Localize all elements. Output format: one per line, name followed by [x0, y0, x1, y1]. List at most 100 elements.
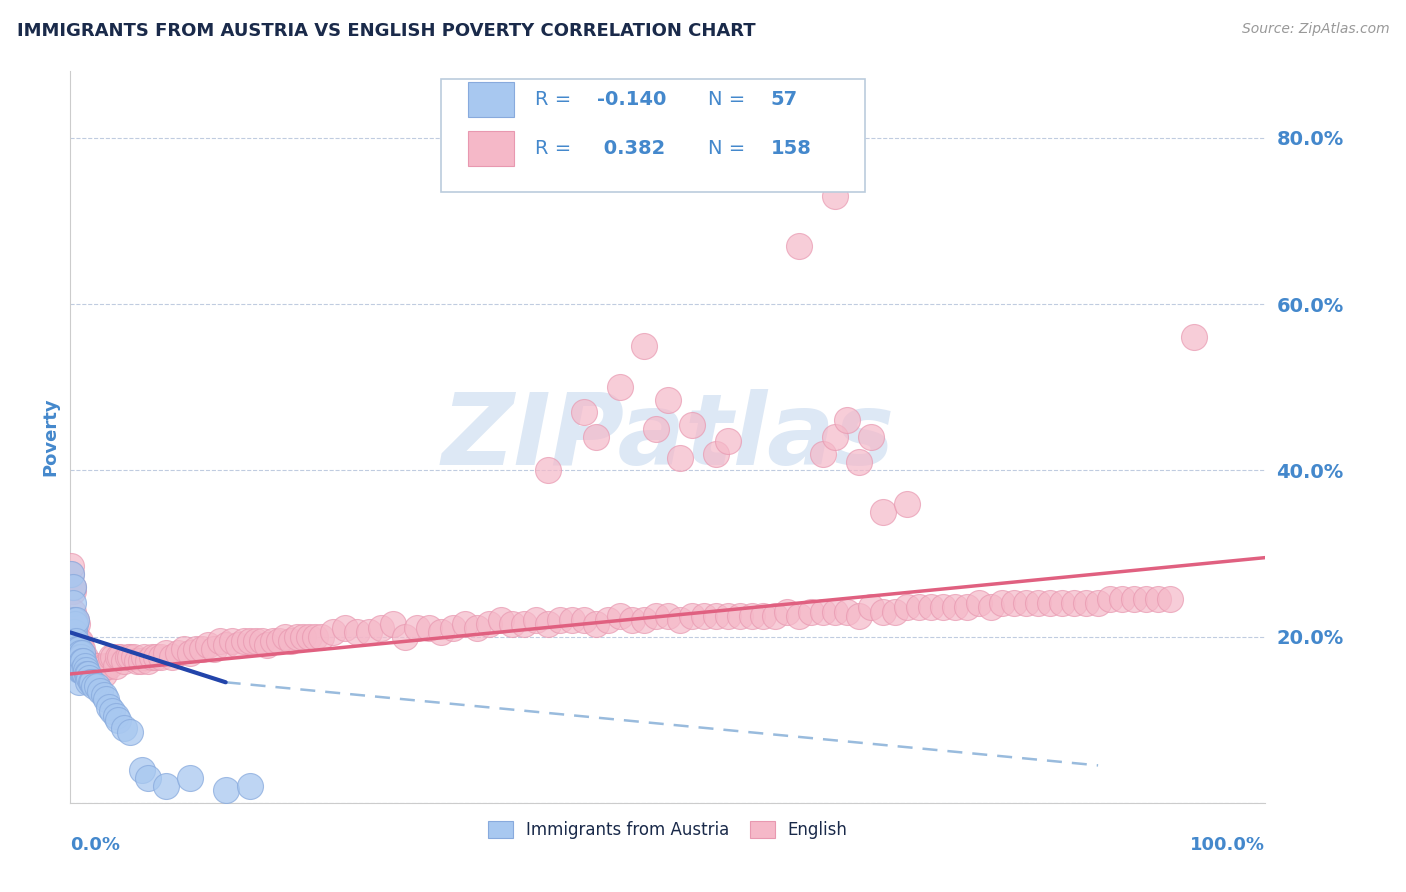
- Point: [76, 667, 98, 681]
- Point: [489, 613, 512, 627]
- Point: [70, 650, 93, 665]
- Text: R =: R =: [536, 90, 578, 110]
- Point: [191, 642, 214, 657]
- Point: [221, 633, 243, 648]
- Point: [644, 422, 668, 436]
- Point: [872, 505, 894, 519]
- Point: [77, 675, 100, 690]
- Point: [80, 663, 103, 677]
- Point: [80, 675, 103, 690]
- Text: N =: N =: [709, 139, 752, 159]
- Point: [65, 633, 87, 648]
- Point: [274, 630, 297, 644]
- Point: [66, 658, 89, 673]
- Point: [1135, 592, 1157, 607]
- Text: 158: 158: [770, 139, 811, 159]
- Point: [104, 658, 127, 673]
- Point: [86, 658, 108, 673]
- Point: [1076, 596, 1098, 610]
- Point: [550, 613, 572, 627]
- Text: R =: R =: [536, 139, 578, 159]
- Point: [75, 663, 97, 677]
- Point: [1052, 596, 1074, 610]
- Point: [166, 646, 188, 660]
- Point: [97, 658, 120, 673]
- Point: [62, 580, 84, 594]
- Point: [441, 621, 464, 635]
- Point: [513, 617, 536, 632]
- Text: 57: 57: [770, 90, 797, 110]
- Point: [66, 633, 89, 648]
- Point: [62, 596, 84, 610]
- Point: [1004, 596, 1026, 610]
- Point: [63, 638, 86, 652]
- Point: [66, 646, 89, 660]
- Point: [75, 663, 97, 677]
- Point: [728, 608, 751, 623]
- Point: [298, 630, 321, 644]
- Point: [77, 667, 100, 681]
- Point: [848, 608, 870, 623]
- Point: [430, 625, 453, 640]
- Point: [872, 605, 894, 619]
- Point: [787, 239, 810, 253]
- Point: [681, 608, 703, 623]
- Point: [96, 692, 117, 706]
- Point: [83, 658, 105, 673]
- Point: [322, 625, 344, 640]
- Point: [79, 671, 101, 685]
- Point: [208, 633, 231, 648]
- Point: [160, 650, 183, 665]
- Point: [537, 617, 560, 632]
- Point: [129, 655, 152, 669]
- Point: [141, 650, 163, 665]
- Point: [932, 600, 955, 615]
- Point: [681, 417, 703, 432]
- Point: [131, 763, 153, 777]
- Point: [269, 633, 291, 648]
- Point: [70, 646, 93, 660]
- Text: N =: N =: [709, 90, 752, 110]
- Point: [73, 667, 96, 681]
- Point: [63, 613, 86, 627]
- Point: [693, 608, 716, 623]
- Point: [69, 650, 91, 665]
- Point: [837, 605, 859, 619]
- Point: [1099, 592, 1122, 607]
- Point: [77, 667, 100, 681]
- Text: 0.382: 0.382: [598, 139, 665, 159]
- Point: [239, 633, 262, 648]
- Point: [62, 605, 84, 619]
- Point: [65, 613, 87, 627]
- Point: [69, 646, 91, 660]
- Point: [70, 663, 93, 677]
- Point: [63, 633, 86, 648]
- Point: [824, 189, 846, 203]
- Point: [1063, 596, 1085, 610]
- Point: [150, 650, 173, 665]
- Point: [66, 617, 89, 632]
- Point: [292, 630, 315, 644]
- Point: [87, 663, 110, 677]
- Point: [86, 680, 108, 694]
- Point: [813, 447, 835, 461]
- Point: [184, 642, 207, 657]
- Point: [335, 621, 357, 635]
- Point: [103, 650, 125, 665]
- Point: [63, 625, 86, 640]
- Point: [585, 617, 607, 632]
- Text: 100.0%: 100.0%: [1191, 836, 1265, 854]
- Point: [1123, 592, 1146, 607]
- Point: [644, 608, 668, 623]
- Point: [860, 600, 883, 615]
- Point: [101, 705, 124, 719]
- Point: [122, 650, 145, 665]
- Point: [65, 646, 87, 660]
- Point: [765, 608, 787, 623]
- Point: [104, 708, 127, 723]
- Point: [226, 638, 249, 652]
- Point: [908, 600, 931, 615]
- Point: [943, 600, 966, 615]
- Point: [93, 658, 115, 673]
- Point: [155, 646, 177, 660]
